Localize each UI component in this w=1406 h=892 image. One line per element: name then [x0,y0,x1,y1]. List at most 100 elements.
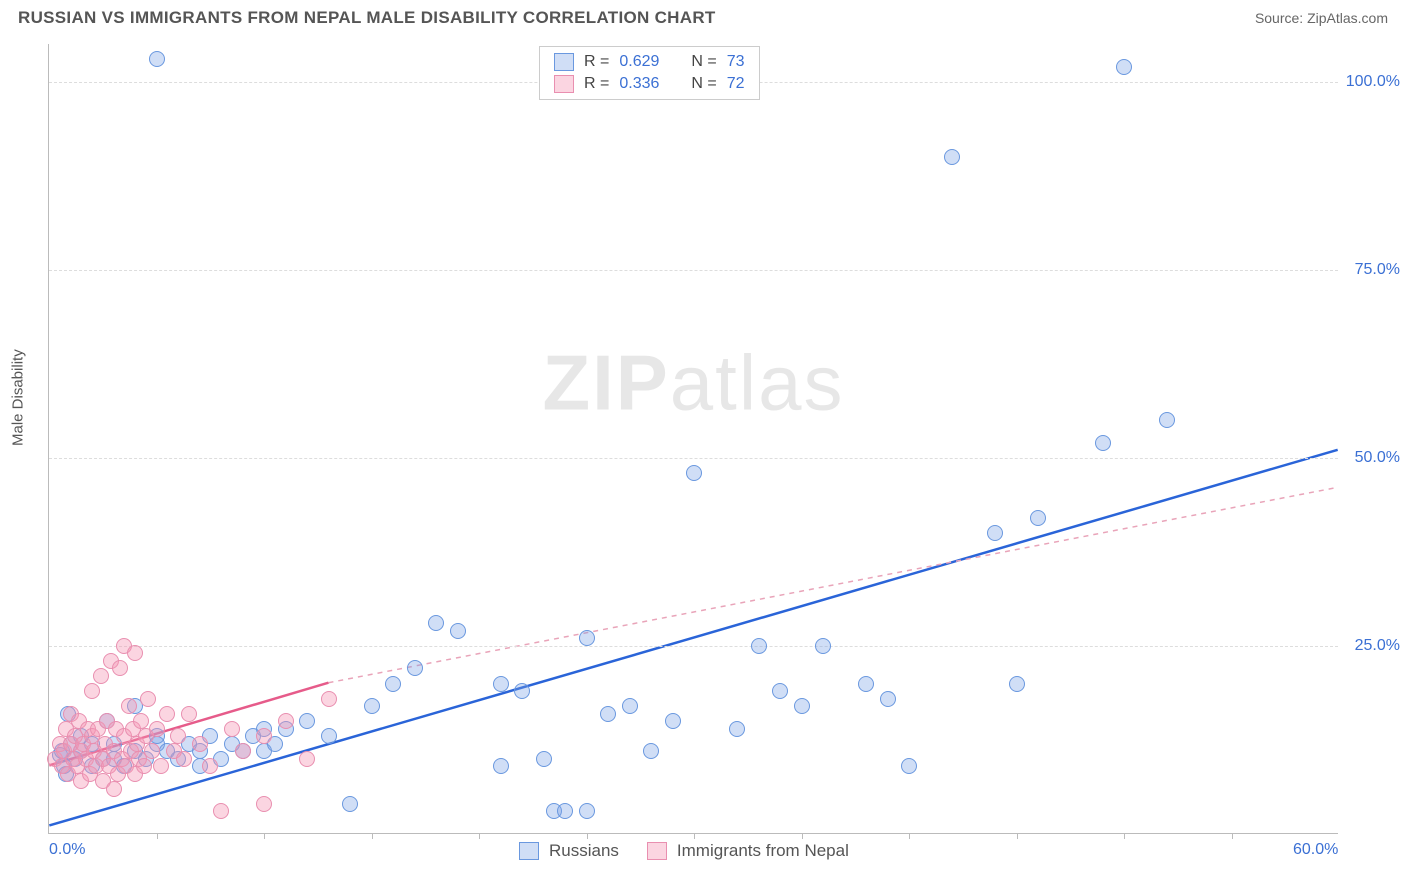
scatter-point [600,706,616,722]
scatter-point [536,751,552,767]
legend-swatch [647,842,667,860]
scatter-point [1030,510,1046,526]
series-legend: Russians Immigrants from Nepal [519,841,867,861]
regression-line [328,487,1337,682]
scatter-point [880,691,896,707]
scatter-point [407,660,423,676]
y-tick-label: 50.0% [1355,449,1400,467]
scatter-point [84,683,100,699]
scatter-point [579,630,595,646]
source-attribution: Source: ZipAtlas.com [1255,10,1388,26]
scatter-point [278,713,294,729]
x-tick-mark [1124,833,1125,839]
scatter-point [213,803,229,819]
scatter-point [93,668,109,684]
scatter-point [1159,412,1175,428]
legend-swatch [554,75,574,93]
chart-title: RUSSIAN VS IMMIGRANTS FROM NEPAL MALE DI… [18,8,716,28]
scatter-point [170,728,186,744]
scatter-point [235,743,251,759]
r-label: R = [584,53,609,71]
scatter-point [140,691,156,707]
scatter-point [815,638,831,654]
scatter-point [794,698,810,714]
scatter-point [321,728,337,744]
scatter-point [858,676,874,692]
scatter-point [622,698,638,714]
regression-lines-layer [49,44,1338,833]
x-tick-mark [157,833,158,839]
scatter-point [428,615,444,631]
scatter-point [342,796,358,812]
x-tick-label: 60.0% [1293,841,1338,859]
scatter-point [153,758,169,774]
scatter-point [133,713,149,729]
gridline [49,646,1338,647]
scatter-point [299,751,315,767]
scatter-point [181,706,197,722]
scatter-point [106,781,122,797]
x-tick-mark [479,833,480,839]
header: RUSSIAN VS IMMIGRANTS FROM NEPAL MALE DI… [0,0,1406,32]
scatter-point [144,743,160,759]
scatter-point [493,758,509,774]
regression-line [49,450,1337,826]
r-value: 0.629 [619,53,659,71]
r-value: 0.336 [619,75,659,93]
y-tick-label: 25.0% [1355,637,1400,655]
x-tick-mark [264,833,265,839]
scatter-point [136,758,152,774]
x-tick-mark [802,833,803,839]
x-tick-mark [372,833,373,839]
scatter-point [121,698,137,714]
scatter-point [321,691,337,707]
scatter-point [149,721,165,737]
gridline [49,270,1338,271]
scatter-point [149,51,165,67]
scatter-point [557,803,573,819]
scatter-point [299,713,315,729]
y-tick-label: 75.0% [1355,261,1400,279]
legend-label: Immigrants from Nepal [677,841,849,861]
scatter-point [192,736,208,752]
scatter-point [944,149,960,165]
y-tick-label: 100.0% [1346,73,1400,91]
scatter-point [127,645,143,661]
legend-swatch [554,53,574,71]
n-label: N = [691,53,716,71]
scatter-point [224,721,240,737]
n-value: 72 [727,75,745,93]
x-tick-mark [1017,833,1018,839]
scatter-point [385,676,401,692]
n-value: 73 [727,53,745,71]
legend-swatch [519,842,539,860]
correlation-legend-row: R = 0.629 N = 73 [554,51,745,73]
scatter-point [1116,59,1132,75]
scatter-point [987,525,1003,541]
scatter-point [686,465,702,481]
legend-label: Russians [549,841,619,861]
scatter-point [665,713,681,729]
scatter-point [901,758,917,774]
x-tick-mark [1232,833,1233,839]
scatter-point [202,758,218,774]
y-axis-label: Male Disability [10,349,27,446]
x-tick-mark [694,833,695,839]
scatter-point [256,728,272,744]
r-label: R = [584,75,609,93]
correlation-legend: R = 0.629 N = 73 R = 0.336 N = 72 [539,46,760,100]
n-label: N = [691,75,716,93]
scatter-point [364,698,380,714]
scatter-point [256,796,272,812]
x-tick-mark [909,833,910,839]
scatter-point [729,721,745,737]
scatter-point [493,676,509,692]
scatter-point [751,638,767,654]
scatter-point [176,751,192,767]
scatter-point [772,683,788,699]
correlation-legend-row: R = 0.336 N = 72 [554,73,745,95]
gridline [49,458,1338,459]
scatter-point [112,660,128,676]
scatter-point [159,706,175,722]
chart-plot-area: ZIPatlas 25.0%50.0%75.0%100.0%0.0%60.0%R… [48,44,1338,834]
